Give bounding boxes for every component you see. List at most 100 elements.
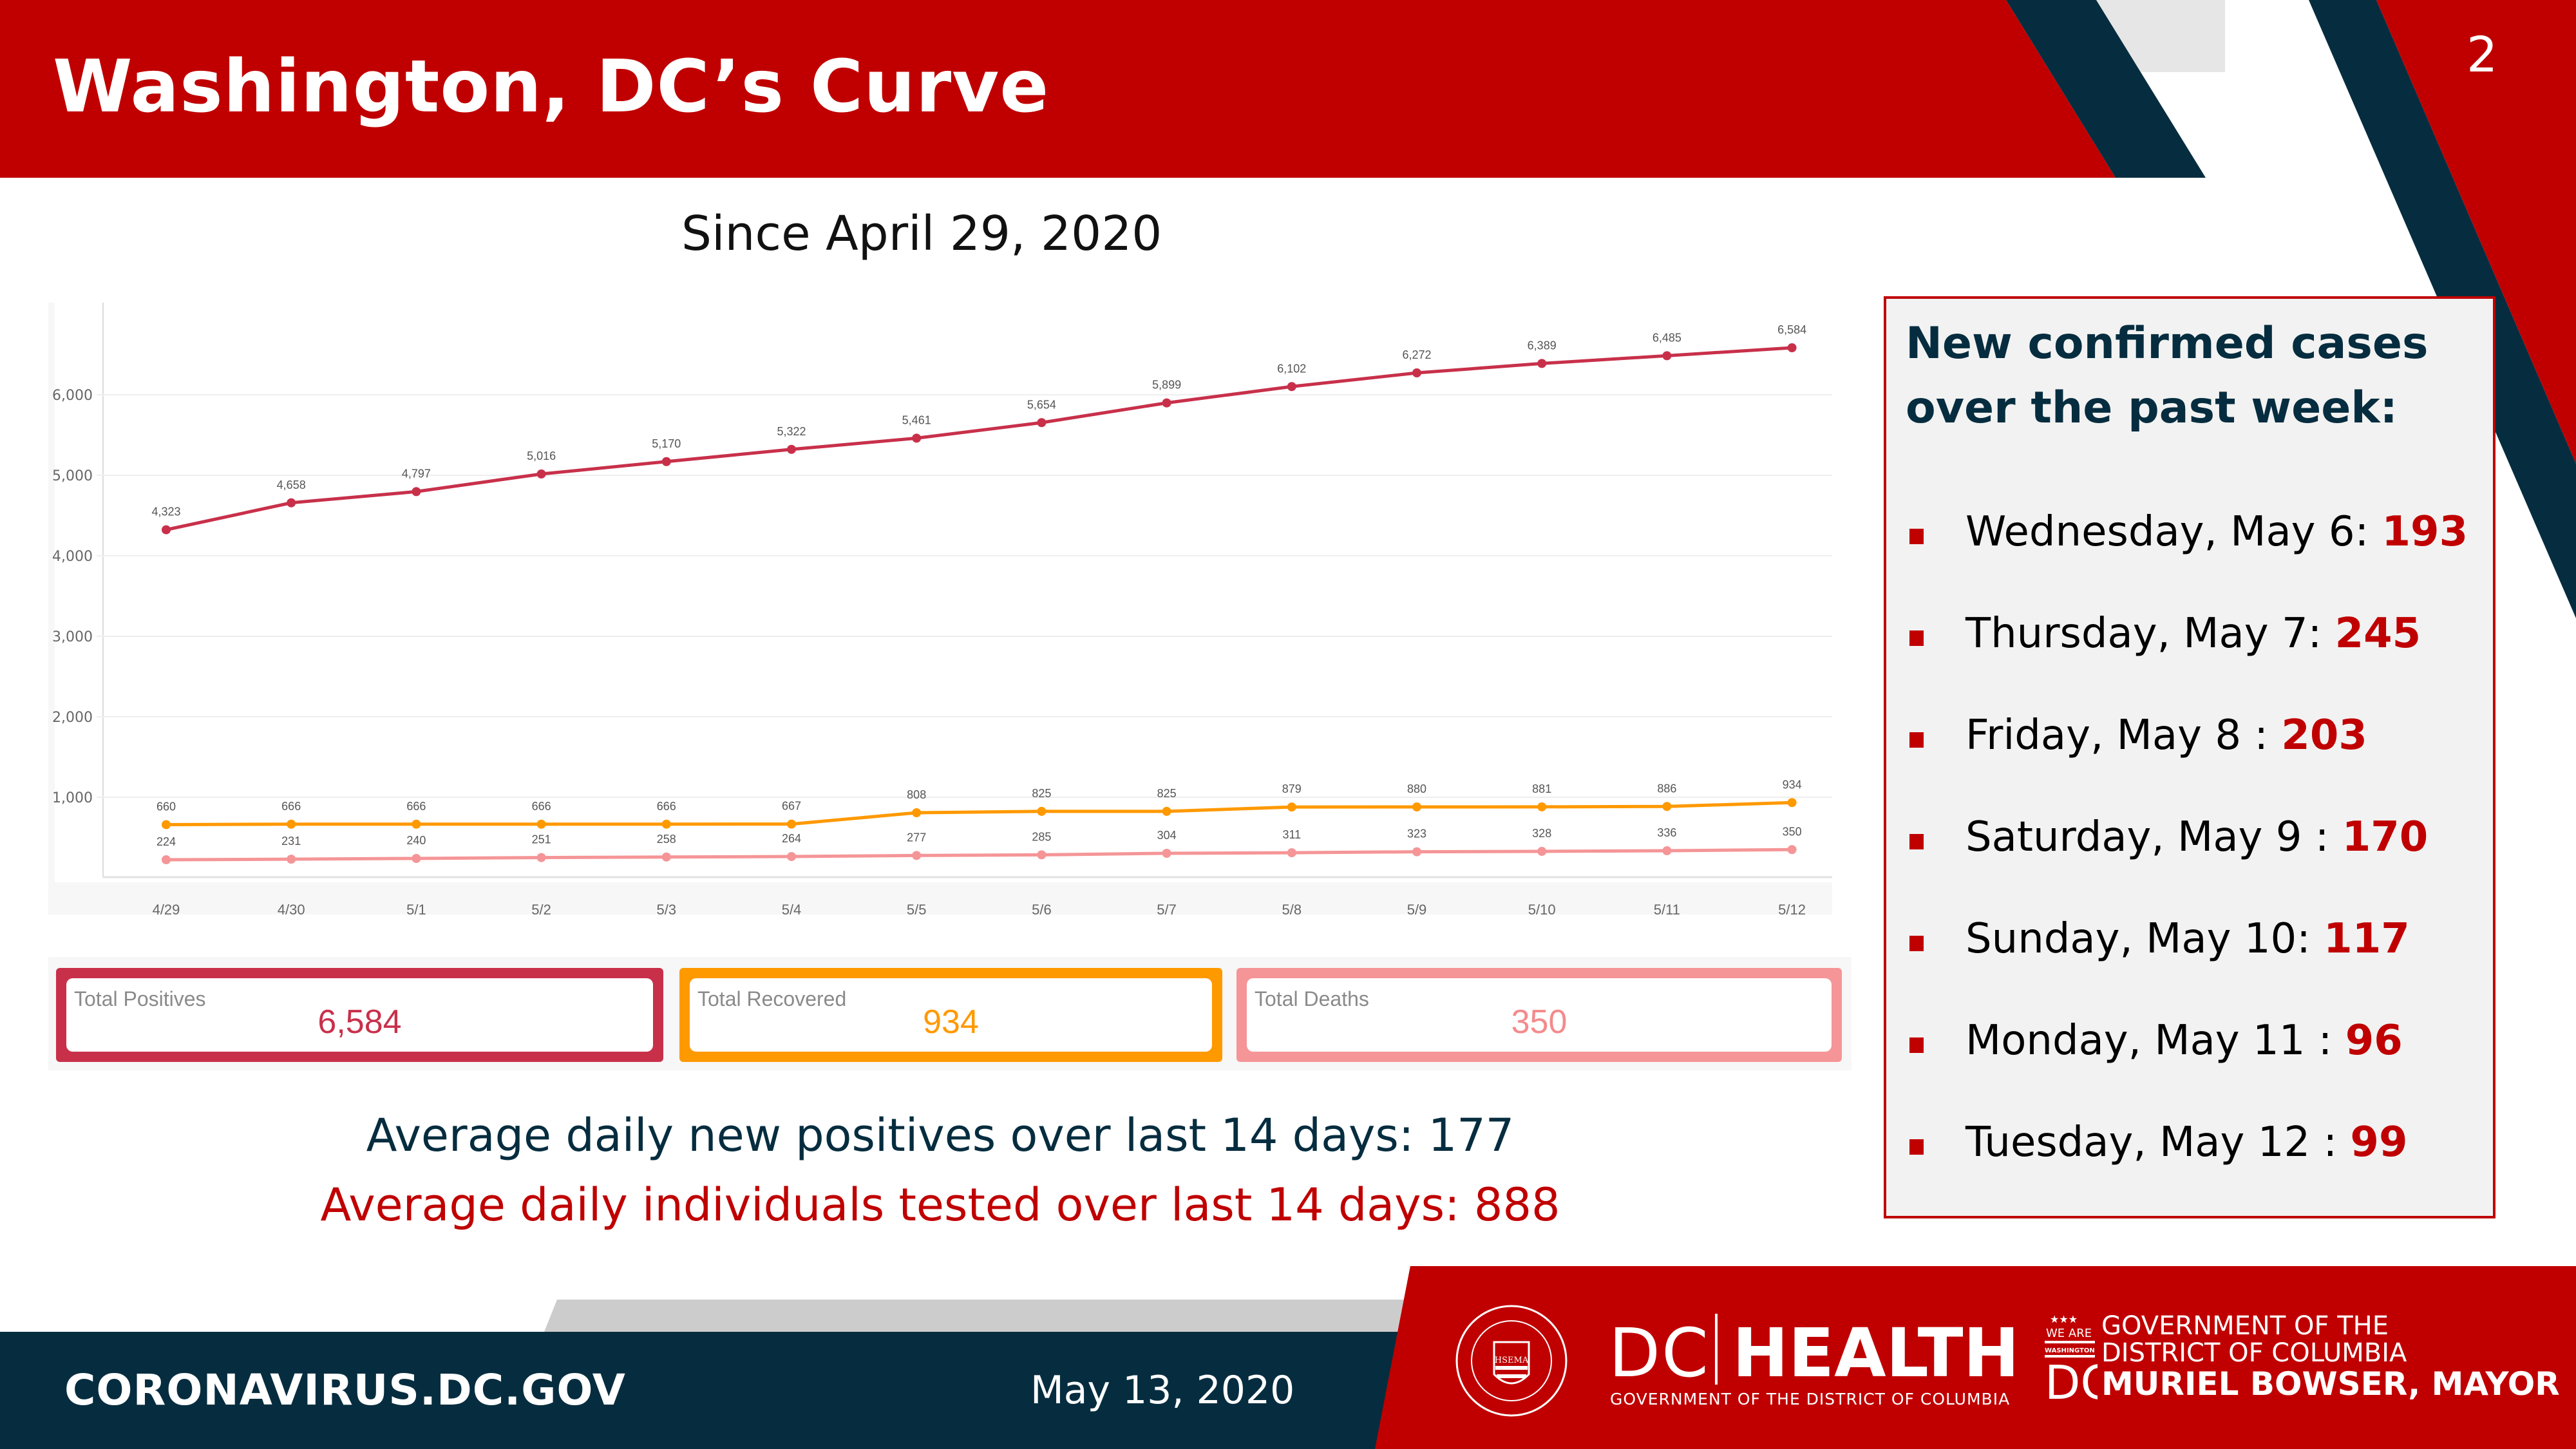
data-label: 879	[1282, 782, 1302, 795]
hsema-seal-icon: HSEMA	[1455, 1305, 1567, 1417]
data-point	[1537, 847, 1547, 856]
stat-value: 350	[1511, 1003, 1567, 1041]
footer-date: May 13, 2020	[1030, 1368, 1295, 1413]
list-item: Sunday, May 10: 117	[1906, 915, 2485, 1017]
slide-title: Washington, DC’s Curve	[53, 45, 1050, 129]
list-item: Wednesday, May 6: 193	[1906, 508, 2485, 610]
weekly-cases-list: Wednesday, May 6: 193 Thursday, May 7: 2…	[1906, 508, 2485, 1220]
data-label: 5,170	[652, 437, 681, 450]
data-label: 886	[1657, 782, 1676, 795]
data-point	[1662, 846, 1672, 855]
day-label: Thursday, May 7:	[1965, 610, 2335, 658]
data-point	[1287, 802, 1296, 812]
y-tick-label: 2,000	[52, 710, 93, 726]
stat-label: Total Positives	[74, 987, 206, 1010]
data-label: 667	[782, 800, 801, 813]
data-label: 660	[156, 800, 176, 813]
stat-label: Total Recovered	[697, 987, 847, 1010]
data-label: 311	[1282, 828, 1301, 841]
stat-inner: Total Positives 6,584	[66, 978, 653, 1052]
day-value: 245	[2334, 610, 2421, 658]
data-point	[1412, 802, 1421, 811]
x-tick-label: 5/11	[1654, 902, 1680, 914]
weekly-cases-panel: New confirmed cases over the past week: …	[1884, 296, 2496, 1218]
bullet-icon	[1909, 529, 1924, 544]
data-label: 6,389	[1528, 339, 1557, 352]
data-label: 4,797	[402, 467, 431, 480]
bullet-icon	[1909, 630, 1924, 646]
dc-health-logo-subtitle: GOVERNMENT OF THE DISTRICT OF COLUMBIA	[1610, 1390, 2011, 1408]
y-tick-label: 5,000	[52, 468, 93, 484]
data-point	[1412, 368, 1421, 377]
data-label: 350	[1783, 825, 1802, 838]
data-point	[1287, 848, 1296, 858]
data-point	[912, 808, 922, 817]
y-tick-label: 3,000	[52, 629, 93, 645]
data-label: 6,272	[1402, 348, 1431, 361]
stat-value: 934	[923, 1003, 979, 1041]
data-label: 4,323	[151, 506, 180, 518]
y-tick-label: 4,000	[52, 549, 93, 565]
we-are-washington-dc-icon: ★★★ WE ARE WASHINGTON DC	[2045, 1314, 2098, 1404]
data-point	[1162, 398, 1171, 408]
x-tick-label: 5/8	[1282, 902, 1302, 914]
day-label: Sunday, May 10:	[1965, 915, 2324, 963]
data-label: 666	[532, 800, 551, 813]
stat-total-deaths: Total Deaths 350	[1236, 968, 1842, 1062]
data-point	[162, 820, 171, 829]
header-navy-stripe	[2006, 0, 2206, 178]
data-label: 6,485	[1653, 331, 1681, 344]
data-point	[661, 457, 671, 466]
data-point	[162, 855, 171, 864]
footer-url-link[interactable]: CORONAVIRUS.DC.GOV	[64, 1365, 626, 1415]
list-item: Monday, May 11 : 96	[1906, 1017, 2485, 1119]
x-tick-label: 5/3	[657, 902, 677, 914]
list-item: Tuesday, May 12 : 99	[1906, 1119, 2485, 1220]
data-label: 251	[532, 833, 551, 846]
data-label: 666	[406, 800, 426, 813]
corner-red-triangle	[2376, 0, 2576, 464]
data-point	[1162, 849, 1171, 858]
x-tick-label: 5/6	[1032, 902, 1052, 914]
data-label: 323	[1407, 828, 1426, 840]
line-chart: 1,000 2,000 3,000 4,000 5,000 6,000 4/29 4/30 5/…	[52, 303, 1832, 914]
data-label: 285	[1032, 830, 1051, 843]
day-value: 193	[2382, 508, 2468, 556]
data-label: 880	[1407, 782, 1426, 795]
data-point	[1037, 850, 1046, 860]
data-point	[787, 444, 796, 454]
dc-health-logo-dc: DC	[1609, 1314, 1710, 1392]
x-tick-label: 5/10	[1528, 902, 1556, 914]
day-label: Monday, May 11 :	[1965, 1017, 2345, 1065]
data-label: 224	[156, 835, 176, 848]
y-tick-label: 6,000	[52, 388, 93, 404]
data-point	[1537, 359, 1547, 368]
bullet-icon	[1909, 1139, 1924, 1155]
data-point	[287, 855, 296, 864]
bullet-icon	[1909, 1037, 1924, 1053]
day-label: Tuesday, May 12 :	[1965, 1119, 2351, 1166]
x-tick-label: 4/29	[153, 902, 180, 914]
data-point	[536, 469, 546, 478]
bullet-icon	[1909, 732, 1924, 748]
chart-background	[55, 303, 1832, 882]
x-tick-label: 5/7	[1157, 902, 1177, 914]
day-label: Wednesday, May 6:	[1965, 508, 2382, 556]
data-point	[912, 433, 922, 443]
gov-logo-line3: MURIEL BOWSER, MAYOR	[2101, 1365, 2560, 1403]
stat-inner: Total Recovered 934	[690, 978, 1212, 1052]
data-label: 304	[1157, 829, 1177, 842]
avg-individuals-tested: Average daily individuals tested over la…	[320, 1179, 1560, 1231]
day-value: 203	[2281, 712, 2367, 759]
panel-title: New confirmed cases over the past week:	[1906, 318, 2429, 433]
day-value: 99	[2350, 1119, 2408, 1166]
data-point	[1787, 343, 1797, 352]
data-label: 258	[657, 833, 676, 846]
x-tick-label: 5/12	[1778, 902, 1806, 914]
data-point	[1662, 351, 1672, 361]
series-line-total-recovered	[166, 800, 1792, 826]
x-tick-label: 5/4	[782, 902, 802, 914]
x-tick-label: 5/9	[1407, 902, 1427, 914]
data-label: 825	[1032, 787, 1051, 800]
dc-health-logo-health: HEALTH	[1732, 1314, 2020, 1392]
